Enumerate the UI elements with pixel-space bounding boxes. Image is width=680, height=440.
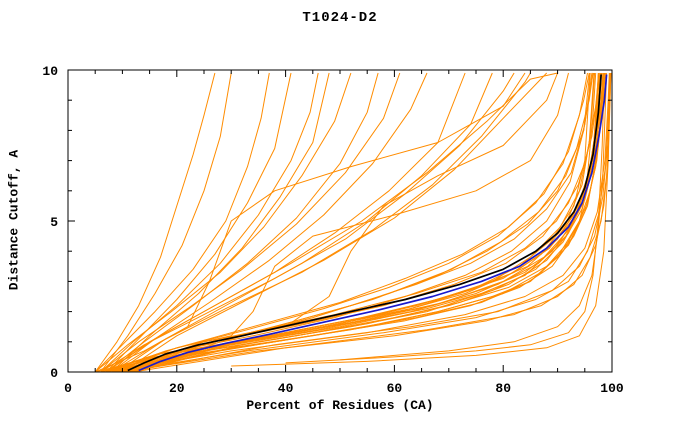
x-tick-label: 60 — [387, 381, 403, 396]
model-curve — [285, 72, 605, 364]
model-curve — [111, 72, 330, 373]
model-curve — [111, 72, 428, 373]
x-tick-label: 0 — [64, 381, 72, 396]
model-curve — [133, 72, 606, 373]
model-curve — [122, 72, 605, 373]
model-curve — [100, 72, 515, 373]
x-tick-label: 100 — [600, 381, 624, 396]
model-curve — [94, 72, 270, 373]
highlight-blue-curve — [138, 74, 608, 372]
model-curve — [127, 72, 611, 373]
x-axis-label: Percent of Residues (CA) — [246, 398, 434, 413]
model-curve — [111, 72, 610, 373]
model-curve — [116, 72, 601, 373]
model-curve — [111, 72, 601, 373]
model-curve — [94, 72, 352, 373]
model-curve — [339, 72, 608, 361]
x-tick-label: 80 — [495, 381, 511, 396]
model-curve — [100, 72, 319, 373]
model-curve — [105, 72, 379, 373]
model-curve — [105, 72, 292, 373]
y-tick-label: 10 — [42, 64, 58, 79]
highlight-black-curve — [127, 74, 602, 372]
model-curve — [116, 72, 611, 373]
model-curve — [105, 72, 588, 373]
model-curve — [111, 72, 559, 373]
model-curve — [95, 72, 526, 373]
model-curve — [111, 72, 531, 373]
model-curve — [122, 72, 612, 373]
y-tick-label: 5 — [50, 215, 58, 230]
model-curve — [94, 72, 216, 373]
x-tick-label: 40 — [278, 381, 294, 396]
chart-title: T1024-D2 — [302, 10, 378, 26]
model-curve — [105, 72, 558, 373]
model-curve — [100, 72, 232, 373]
x-tick-label: 20 — [169, 381, 185, 396]
model-curve — [100, 72, 591, 373]
model-curve — [231, 72, 611, 367]
y-tick-label: 0 — [50, 366, 58, 381]
model-curve — [133, 72, 612, 373]
model-curve — [100, 72, 401, 373]
